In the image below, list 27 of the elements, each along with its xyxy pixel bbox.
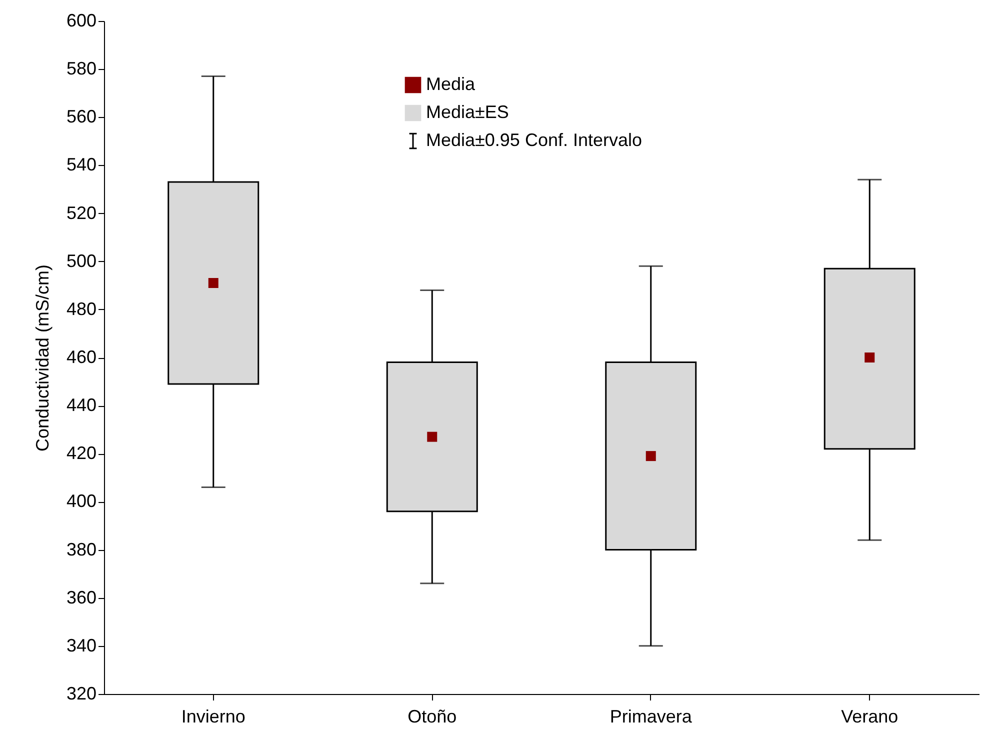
y-tick-label: 580 bbox=[66, 58, 96, 79]
y-tick-label: 360 bbox=[66, 587, 96, 608]
annotation: Media±0.95 Conf. Intervalo bbox=[426, 130, 642, 150]
point bbox=[646, 451, 656, 462]
point bbox=[864, 352, 875, 362]
y-tick-label: 340 bbox=[66, 635, 96, 656]
y-tick-label: 440 bbox=[66, 395, 96, 416]
x-tick-label: Verano bbox=[841, 706, 898, 726]
legend-label: Media bbox=[426, 74, 476, 94]
y-tick-label: 500 bbox=[66, 250, 96, 271]
x-tick-label: Otoño bbox=[408, 706, 457, 726]
y-tick-label: 480 bbox=[66, 298, 96, 319]
y-tick-label: 540 bbox=[66, 154, 96, 175]
point bbox=[208, 278, 218, 288]
point bbox=[427, 432, 438, 442]
y-axis-title: Conductividad (mS/cm) bbox=[32, 264, 52, 452]
y-tick-label: 600 bbox=[66, 10, 96, 30]
y-tick-label: 420 bbox=[66, 443, 96, 464]
y-tick-label: 560 bbox=[66, 106, 96, 127]
y-tick-label: 380 bbox=[66, 539, 96, 560]
legend-label: Media±ES bbox=[426, 102, 509, 122]
x-tick-label: Primavera bbox=[610, 706, 693, 726]
x-tick-label: Invierno bbox=[181, 706, 246, 726]
y-tick-label: 520 bbox=[66, 202, 96, 223]
y-tick-label: 320 bbox=[66, 684, 96, 704]
y-tick-label: 460 bbox=[66, 347, 96, 367]
y-tick-label: 400 bbox=[66, 491, 96, 512]
